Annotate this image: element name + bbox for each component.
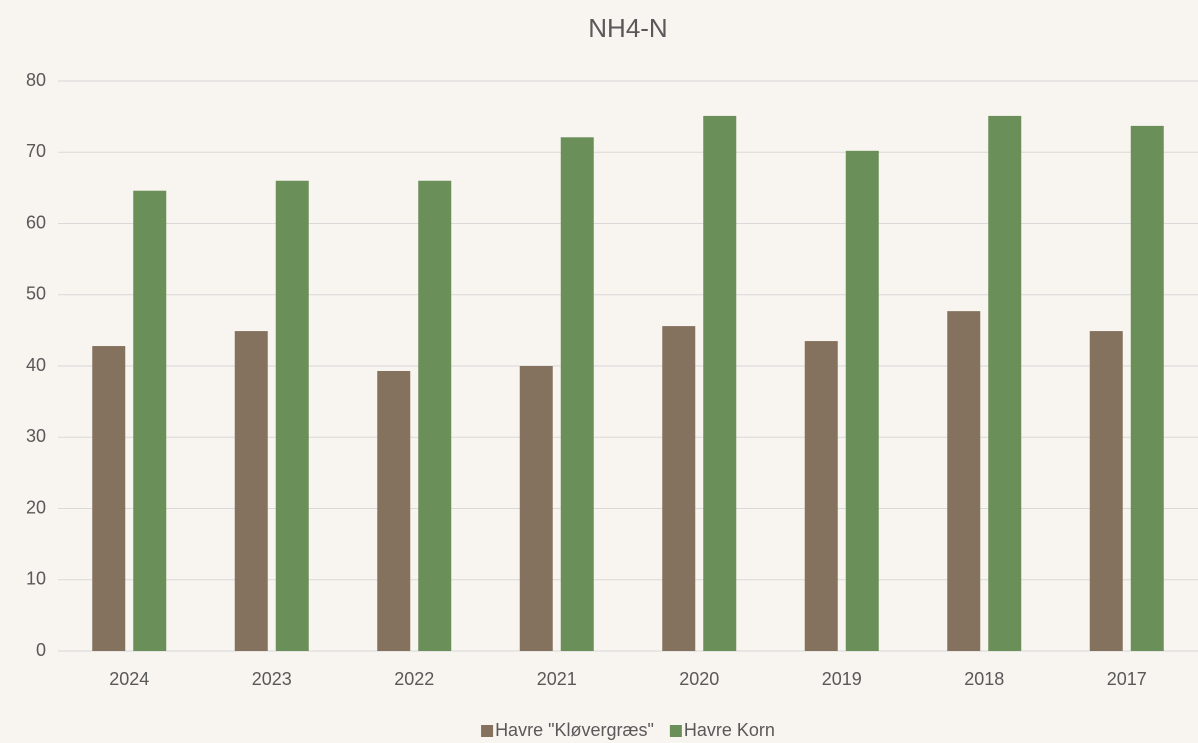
bar [234, 331, 268, 651]
bar [519, 366, 553, 651]
x-tick-label: 2021 [537, 669, 577, 689]
y-tick-label: 80 [26, 70, 46, 90]
bar [275, 180, 309, 651]
bar [92, 346, 126, 651]
bar [804, 341, 838, 651]
y-tick-label: 20 [26, 497, 46, 517]
legend-swatch [669, 725, 682, 737]
bar [947, 311, 981, 651]
x-tick-label: 2017 [1107, 669, 1147, 689]
bar [988, 115, 1022, 652]
bar [560, 137, 594, 652]
y-tick-label: 60 [26, 212, 46, 232]
bar [662, 326, 696, 651]
bar [703, 115, 737, 652]
legend-swatch [481, 725, 494, 737]
x-tick-label: 2019 [822, 669, 862, 689]
legend-label: Havre "Kløvergræs" [495, 720, 654, 740]
bar [377, 370, 411, 651]
chart-title: NH4-N [588, 13, 667, 43]
bar [845, 150, 879, 651]
y-tick-label: 40 [26, 355, 46, 375]
x-tick-label: 2020 [679, 669, 719, 689]
x-tick-label: 2024 [109, 669, 149, 689]
bar [418, 180, 452, 651]
bar [1130, 125, 1164, 651]
x-tick-label: 2018 [964, 669, 1004, 689]
legend-label: Havre Korn [684, 720, 775, 740]
y-tick-label: 0 [36, 640, 46, 660]
y-tick-label: 30 [26, 426, 46, 446]
y-tick-label: 50 [26, 284, 46, 304]
bar [133, 190, 167, 651]
bar [1089, 331, 1123, 651]
y-tick-label: 10 [26, 569, 46, 589]
y-tick-label: 70 [26, 141, 46, 161]
x-tick-label: 2023 [252, 669, 292, 689]
x-tick-label: 2022 [394, 669, 434, 689]
